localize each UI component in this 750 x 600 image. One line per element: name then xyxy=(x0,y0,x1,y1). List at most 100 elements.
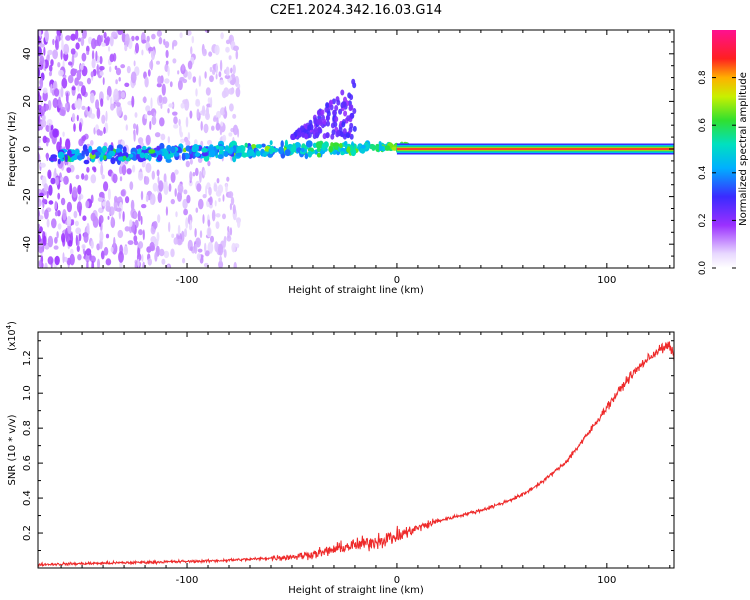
heatmap-cell xyxy=(231,242,236,253)
heatmap-cell xyxy=(99,71,104,76)
heatmap-cell xyxy=(158,180,164,192)
heatmap-cell xyxy=(211,209,216,222)
heatmap-cell xyxy=(280,140,284,148)
heatmap-cell xyxy=(99,230,104,242)
heatmap-cell xyxy=(172,42,174,50)
heatmap-cell xyxy=(209,75,214,83)
heatmap-cell xyxy=(54,167,57,177)
heatmap-cell xyxy=(68,240,73,247)
heatmap-cell xyxy=(80,36,85,47)
heatmap-cell xyxy=(66,215,72,227)
heatmap-cell xyxy=(87,156,90,161)
heatmap-cell xyxy=(44,262,48,268)
heatmap-cell xyxy=(67,223,72,234)
heatmap-cell xyxy=(224,74,231,79)
heatmap-cell xyxy=(90,71,94,78)
heatmap-cell xyxy=(171,233,175,238)
heatmap-cell xyxy=(220,32,224,40)
heatmap-cell xyxy=(59,109,66,116)
heatmap-cell xyxy=(227,230,231,239)
heatmap-cell xyxy=(62,252,65,264)
heatmap-cell xyxy=(255,150,261,157)
heatmap-cell xyxy=(110,145,114,151)
heatmap-cell xyxy=(159,248,165,257)
heatmap-cell xyxy=(43,46,46,56)
heatmap-cell xyxy=(207,227,211,237)
heatmap-cell xyxy=(156,60,160,65)
heatmap-cell xyxy=(163,150,169,157)
heatmap-cell xyxy=(247,149,255,157)
heatmap-cell xyxy=(54,88,60,97)
heatmap-cell xyxy=(52,97,59,109)
heatmap-cell xyxy=(124,44,128,52)
heatmap-cell xyxy=(46,190,49,199)
heatmap-cell xyxy=(228,132,233,137)
heatmap-cell xyxy=(78,98,82,108)
heatmap-cell xyxy=(101,42,106,47)
heatmap-cell xyxy=(351,78,356,85)
heatmap-cell xyxy=(175,211,178,218)
heatmap-cell xyxy=(38,223,41,229)
heatmap-cell xyxy=(60,197,66,206)
heatmap-cell xyxy=(179,155,182,161)
heatmap-cell xyxy=(235,50,239,60)
y-tick-label: 20 xyxy=(22,95,33,108)
heatmap-cell xyxy=(230,67,233,74)
heatmap-cell xyxy=(180,102,185,109)
heatmap-cell xyxy=(229,203,232,211)
heatmap-cell xyxy=(284,149,291,157)
heatmap-cell xyxy=(214,44,220,56)
heatmap-cell xyxy=(304,153,309,160)
heatmap-cell xyxy=(115,148,121,153)
heatmap-cell xyxy=(321,143,326,151)
heatmap-cell xyxy=(218,243,224,256)
heatmap-cell xyxy=(42,235,47,246)
heatmap-cell xyxy=(361,144,366,149)
heatmap-cell xyxy=(157,75,162,85)
heatmap-cell xyxy=(150,199,154,205)
heatmap-cell xyxy=(122,211,125,222)
heatmap-cell xyxy=(103,126,106,135)
heatmap-cell xyxy=(111,31,117,38)
heatmap-cell xyxy=(212,117,217,122)
heatmap-cell xyxy=(124,226,130,232)
heatmap-cell xyxy=(230,196,235,206)
heatmap-cell xyxy=(153,112,156,118)
heatmap-cell xyxy=(144,176,150,185)
heatmap-cell xyxy=(133,235,138,243)
heatmap-cell xyxy=(228,88,235,95)
heatmap-cell xyxy=(164,41,170,49)
colorbar-tick-label: 0.4 xyxy=(698,165,708,180)
heatmap-cell xyxy=(50,177,56,185)
heatmap-cell xyxy=(99,156,103,162)
y-tick-label: 0.4 xyxy=(22,490,33,506)
heatmap-cell xyxy=(169,81,173,88)
heatmap-cell xyxy=(109,35,114,47)
heatmap-cell xyxy=(218,71,222,78)
heatmap-cell xyxy=(73,210,78,219)
heatmap-cell xyxy=(301,147,305,153)
heatmap-cell xyxy=(38,114,41,125)
heatmap-cell xyxy=(161,83,166,96)
heatmap-cell xyxy=(186,194,191,204)
heatmap-cell xyxy=(330,133,335,140)
heatmap-cell xyxy=(139,152,146,159)
heatmap-cell xyxy=(109,54,115,63)
y-tick-label: 0.6 xyxy=(22,455,33,471)
heatmap-cell xyxy=(201,147,208,153)
heatmap-cell xyxy=(97,258,100,268)
heatmap-cell xyxy=(173,237,178,245)
heatmap-cell xyxy=(105,258,112,266)
heatmap-cell xyxy=(195,167,199,177)
heatmap-cell xyxy=(98,215,104,224)
heatmap-cell xyxy=(57,61,61,68)
heatmap-cell xyxy=(101,174,105,180)
y-tick-label: -20 xyxy=(22,188,33,204)
heatmap-cell xyxy=(219,59,223,72)
heatmap-cell xyxy=(120,91,126,99)
heatmap-cell xyxy=(105,233,110,239)
heatmap-cell xyxy=(320,109,325,116)
heatmap-cell xyxy=(46,119,53,126)
heatmap-cell xyxy=(189,158,193,165)
heatmap-cell xyxy=(278,146,284,155)
